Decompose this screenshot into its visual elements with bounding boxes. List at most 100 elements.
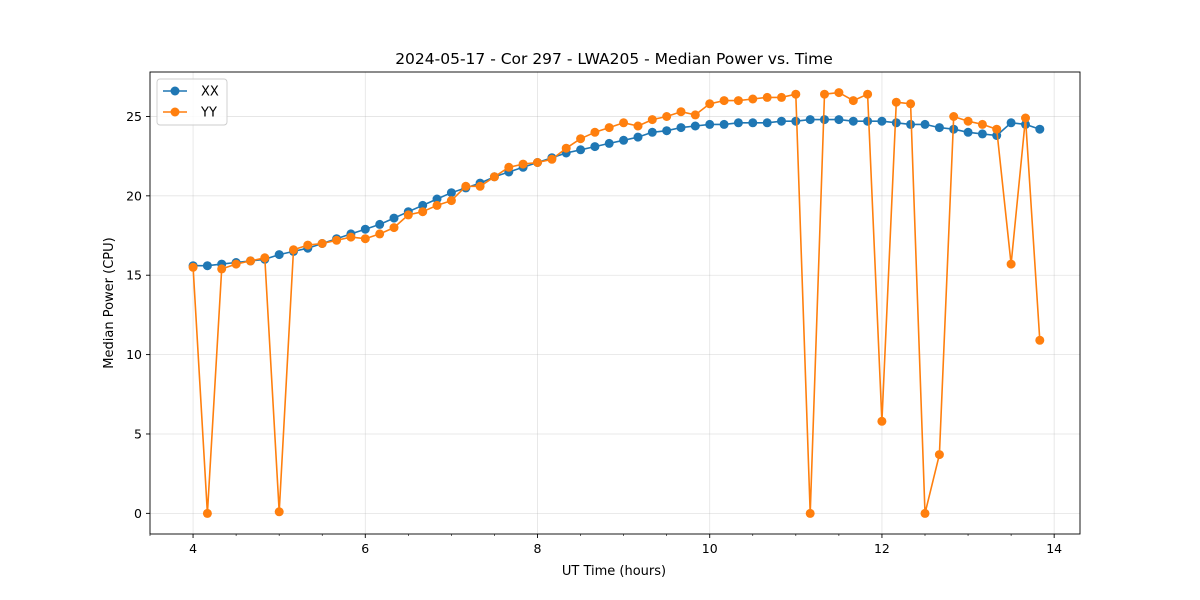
x-tick-label: 12 xyxy=(874,541,890,556)
series-yy-point xyxy=(891,97,901,107)
series-yy-point xyxy=(403,210,413,220)
series-yy-point xyxy=(992,124,1002,134)
series-xx-point xyxy=(604,138,614,148)
series-yy-point xyxy=(805,508,815,518)
series-xx-point xyxy=(375,219,385,229)
series-yy-point xyxy=(231,259,241,269)
series-xx-point xyxy=(863,116,873,126)
series-yy-point xyxy=(633,121,643,131)
series-yy-point xyxy=(877,416,887,426)
series-yy-point xyxy=(518,159,528,169)
series-yy-point xyxy=(619,118,629,128)
series-xx-point xyxy=(662,126,672,136)
series-yy-point xyxy=(719,96,729,106)
series-xx-point xyxy=(791,116,801,126)
series-yy-point xyxy=(332,235,342,245)
series-yy-point xyxy=(533,158,542,167)
series-yy-point xyxy=(1035,335,1045,345)
x-axis-label: UT Time (hours) xyxy=(562,564,666,579)
series-yy-point xyxy=(791,89,801,99)
series-yy-point xyxy=(662,112,672,121)
series-xx-point xyxy=(877,116,887,126)
series-xx-point xyxy=(633,132,643,142)
chart-title: 2024-05-17 - Cor 297 - LWA205 - Median P… xyxy=(395,50,833,68)
series-xx-point xyxy=(576,145,586,155)
y-tick-label: 20 xyxy=(126,188,142,203)
series-yy-point xyxy=(834,88,844,98)
x-tick-label: 8 xyxy=(534,541,542,556)
series-xx-point xyxy=(748,118,758,128)
y-tick-label: 10 xyxy=(126,347,142,362)
x-tick-label: 10 xyxy=(702,541,718,556)
series-xx-point xyxy=(389,213,399,223)
y-tick-label: 25 xyxy=(126,109,142,124)
series-yy-point xyxy=(289,245,298,255)
x-tick-label: 4 xyxy=(189,541,197,556)
series-yy-point xyxy=(906,99,916,109)
legend-xx-marker xyxy=(170,86,180,96)
series-yy-point xyxy=(604,123,614,133)
series-yy-point xyxy=(733,96,743,106)
series-xx-point xyxy=(202,261,212,271)
series-yy-point xyxy=(963,116,973,126)
series-xx-point xyxy=(432,194,442,204)
series-yy-point xyxy=(977,119,987,129)
series-xx-point xyxy=(762,118,772,128)
series-yy-point xyxy=(1021,113,1030,123)
series-xx-point xyxy=(820,115,829,125)
legend-yy-marker xyxy=(170,107,180,117)
series-yy-point xyxy=(260,253,270,263)
series-xx-point xyxy=(920,119,930,129)
series-yy-point xyxy=(762,92,772,102)
series-xx-point xyxy=(590,142,600,152)
legend-yy-label: YY xyxy=(200,106,217,121)
series-xx-point xyxy=(733,118,743,128)
series-yy-point xyxy=(1006,259,1016,269)
series-yy-point xyxy=(418,207,428,217)
series-xx-point xyxy=(834,115,844,125)
series-yy-point xyxy=(676,107,686,117)
plot-frame xyxy=(149,71,1081,535)
series-yy-point xyxy=(748,94,758,104)
series-xx-point xyxy=(934,123,944,133)
series-yy-point xyxy=(576,134,586,144)
series-xx-point xyxy=(1006,118,1016,128)
series-yy-point xyxy=(949,112,959,121)
series-yy-point xyxy=(934,450,944,460)
series-xx-point xyxy=(805,115,815,125)
series-yy-point xyxy=(389,223,399,233)
series-yy-point xyxy=(360,234,370,244)
series-xx-point xyxy=(1035,124,1045,134)
series-yy-point xyxy=(446,196,456,206)
series-xx-point xyxy=(963,127,973,137)
series-yy-point xyxy=(475,181,485,191)
y-tick-label: 0 xyxy=(134,506,142,521)
series-yy-point xyxy=(432,200,442,210)
series-xx-point xyxy=(977,129,987,139)
series-yy-point xyxy=(375,229,385,239)
series-xx-point xyxy=(705,119,715,129)
series-yy-point xyxy=(202,508,212,518)
series-yy-point xyxy=(504,162,514,172)
series-yy-point xyxy=(561,143,571,153)
series-xx-point xyxy=(719,119,729,129)
series-xx-point xyxy=(360,224,370,234)
tick-layer: 4 6 8 10 12 14 0 5 10 15 20 25 xyxy=(126,109,1062,556)
series-yy-point xyxy=(848,96,858,106)
series-yy-point xyxy=(690,110,700,120)
y-tick-label: 5 xyxy=(134,426,142,441)
series-yy-line xyxy=(192,91,1041,515)
series-yy-point xyxy=(705,99,715,109)
series-yy-point xyxy=(246,256,255,266)
series-xx-point xyxy=(848,116,858,126)
legend-xx-label: XX xyxy=(201,85,219,100)
series-yy-point xyxy=(820,89,829,99)
series-yy-point xyxy=(317,239,327,248)
series-xx-point xyxy=(891,118,901,128)
y-axis-label: Median Power (CPU) xyxy=(102,237,117,368)
series-xx-point xyxy=(418,200,428,210)
series-yy-point xyxy=(346,232,356,242)
series-yy-point xyxy=(274,507,284,517)
series-yy-point xyxy=(188,262,198,272)
